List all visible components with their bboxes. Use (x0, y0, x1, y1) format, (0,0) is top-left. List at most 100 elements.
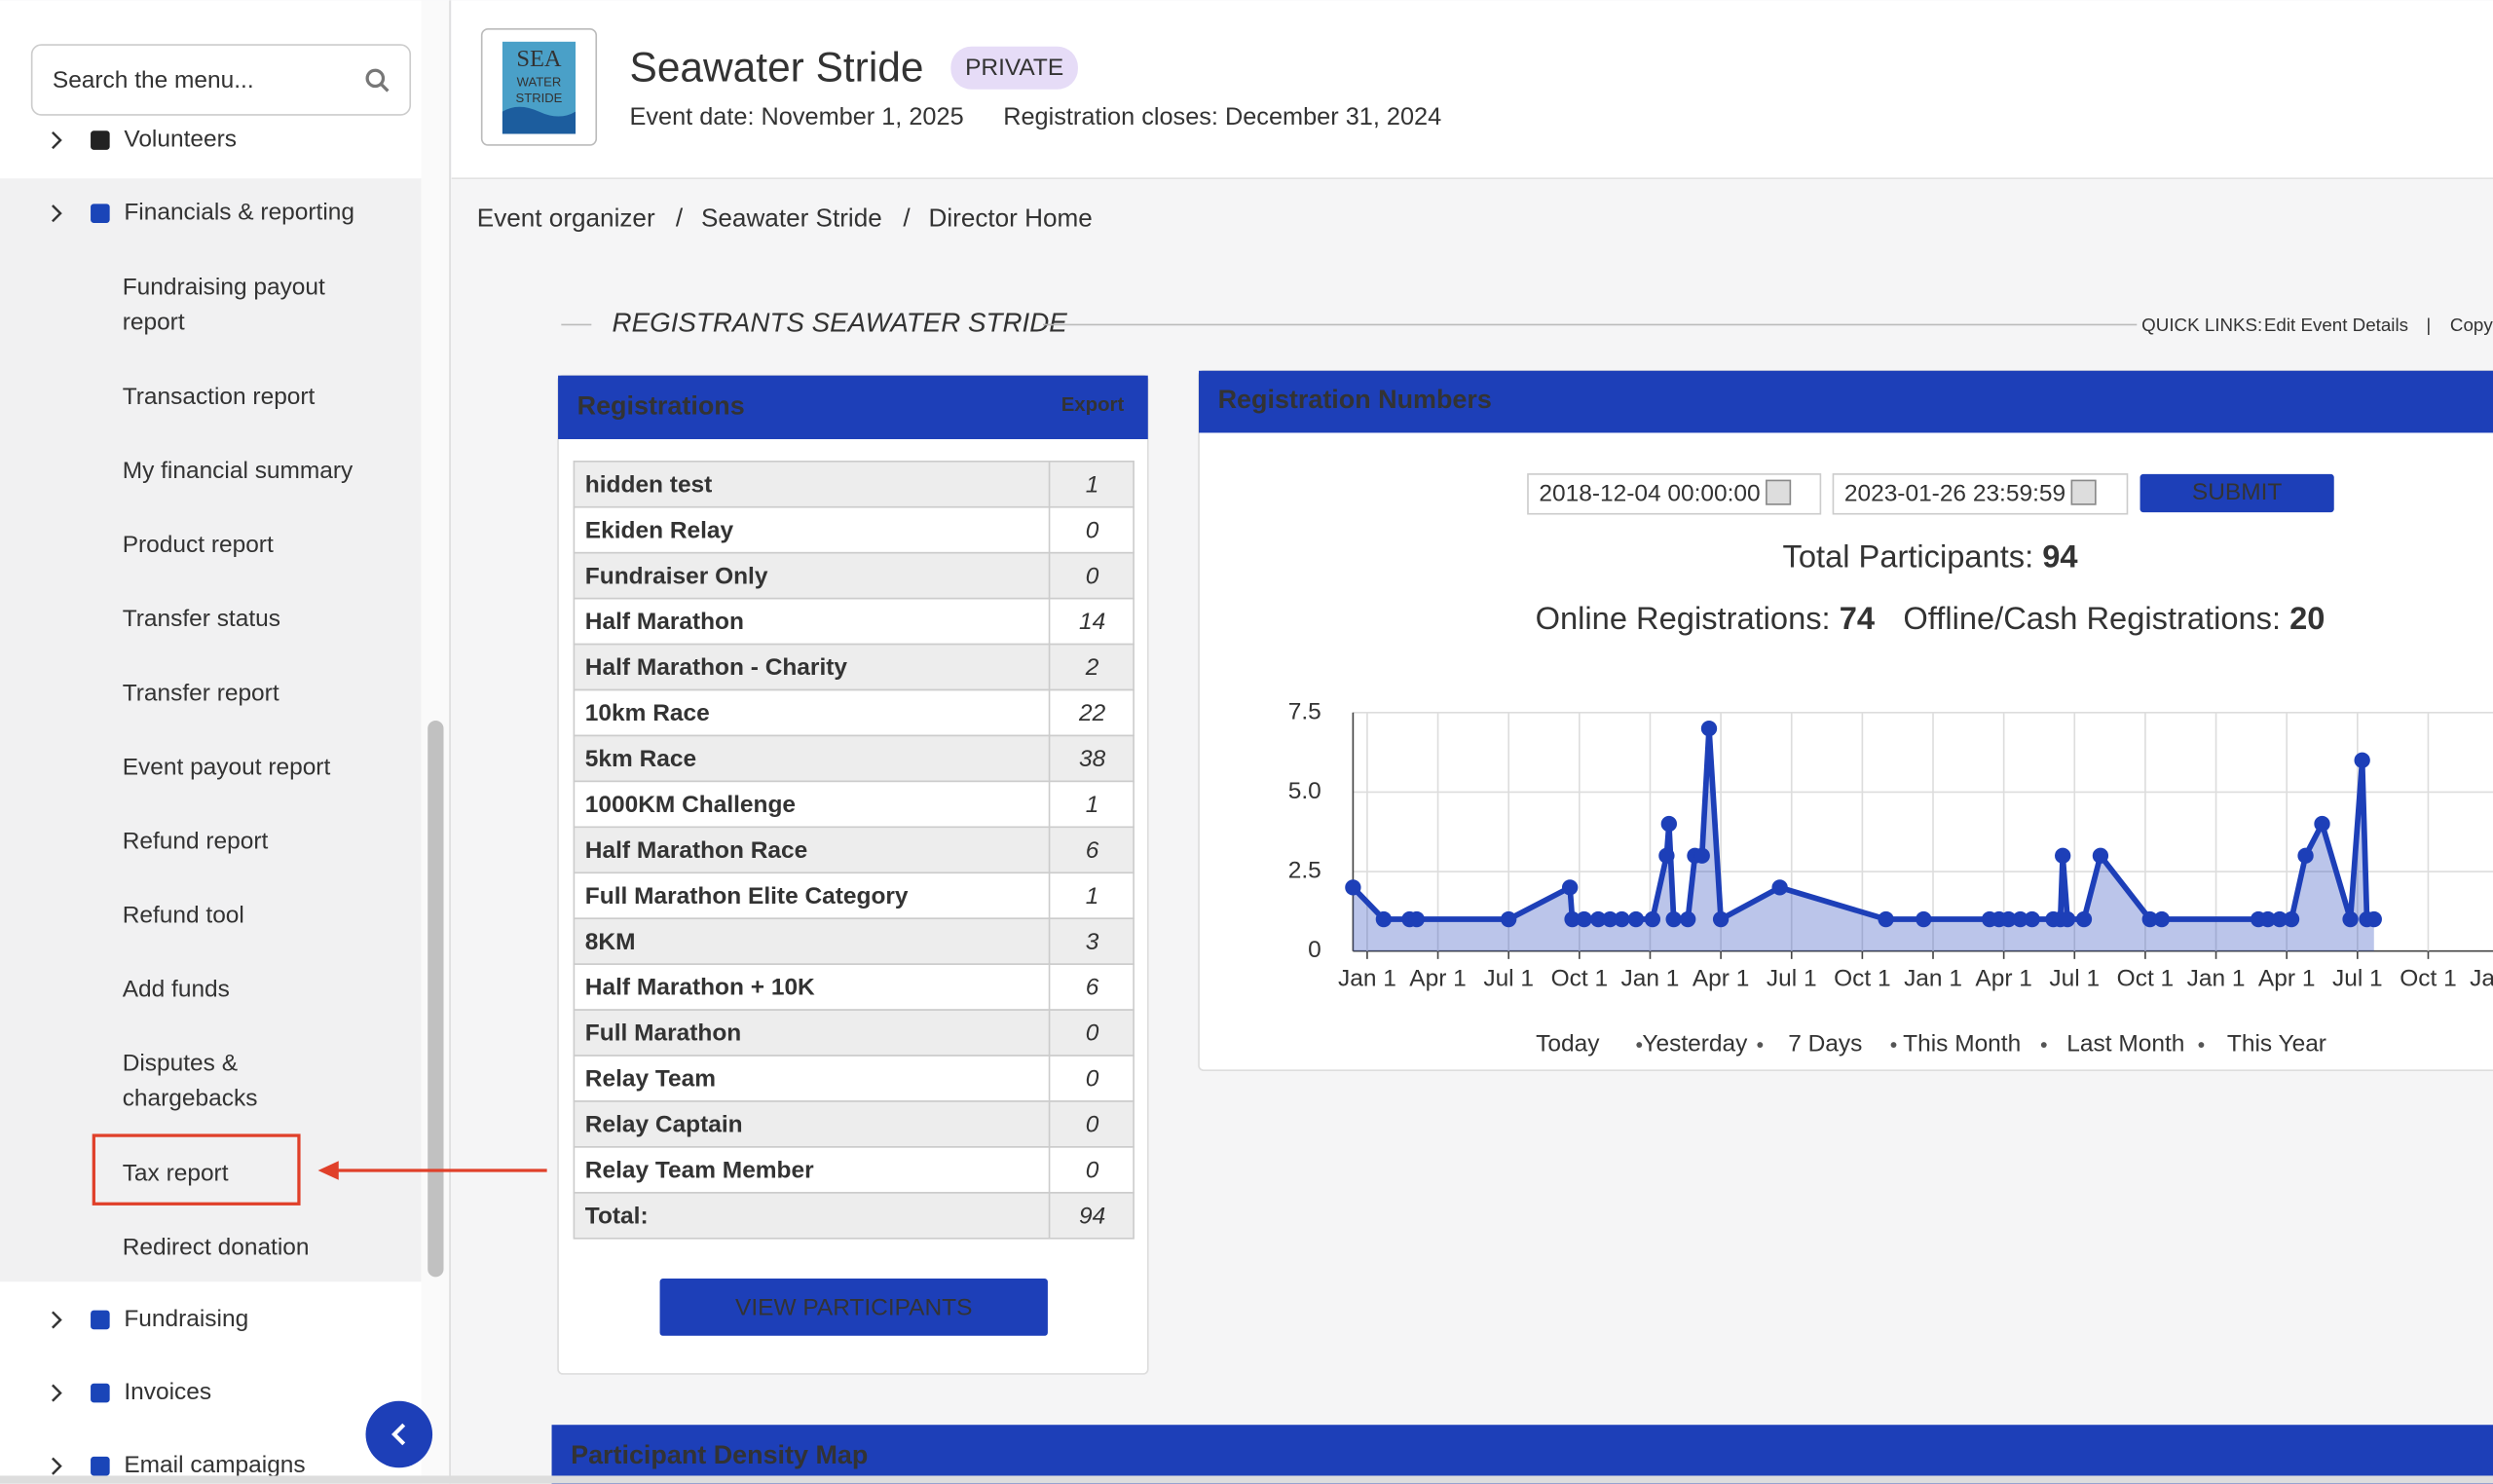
table-row (573, 1055, 1135, 1102)
bullet (1636, 1042, 1643, 1048)
point[interactable] (2075, 910, 2093, 928)
point[interactable] (1561, 879, 1579, 896)
point[interactable] (1771, 879, 1788, 896)
chevron[interactable] (52, 1457, 62, 1475)
submenu-item[interactable]: chargebacks (123, 1086, 258, 1112)
point[interactable] (2141, 910, 2158, 928)
export-link[interactable]: Export (1061, 394, 1125, 416)
range-link[interactable]: This Year (2227, 1030, 2326, 1057)
submenu-item[interactable]: Refund report (123, 828, 269, 854)
point[interactable] (2024, 910, 2040, 928)
row-label: Half Marathon (585, 609, 744, 635)
point[interactable] (1916, 910, 1932, 928)
submenu-item[interactable]: Redirect donation (123, 1234, 310, 1260)
x-tick-label: Jan 1 (1621, 966, 1680, 992)
point[interactable] (1564, 910, 1581, 928)
point[interactable] (2271, 910, 2288, 928)
point[interactable] (2000, 910, 2017, 928)
submit-button[interactable] (2140, 473, 2334, 513)
point[interactable] (2283, 910, 2300, 928)
point[interactable] (1375, 910, 1393, 928)
point[interactable] (2055, 847, 2071, 864)
view-participants-button[interactable] (659, 1279, 1048, 1336)
point[interactable] (2297, 847, 2314, 864)
point[interactable] (2354, 752, 2370, 768)
chevron[interactable] (52, 1311, 62, 1329)
range-link[interactable]: 7 Days (1788, 1030, 1862, 1057)
point[interactable] (1712, 910, 1730, 928)
scroll-thumb[interactable] (428, 720, 444, 1278)
table-row (573, 1100, 1135, 1148)
breadcrumb-sep: / (676, 204, 684, 233)
submenu-item[interactable]: Transfer report (123, 680, 279, 706)
point[interactable] (1680, 910, 1696, 928)
submenu-item[interactable]: Transfer status (123, 606, 280, 632)
breadcrumb-link[interactable]: Event organizer (477, 204, 655, 233)
point[interactable] (1345, 879, 1361, 896)
submenu-item[interactable]: Refund tool (123, 903, 244, 929)
menu-item[interactable]: Fundraising (124, 1306, 248, 1332)
search-box[interactable] (30, 44, 412, 116)
point[interactable] (2342, 910, 2359, 928)
point[interactable] (2012, 910, 2028, 928)
quick-link[interactable]: Edit Event Details (2264, 315, 2408, 335)
point[interactable] (2153, 910, 2171, 928)
row-label: Relay Captain (585, 1112, 743, 1138)
point[interactable] (1660, 815, 1677, 833)
table-row (573, 872, 1135, 920)
point[interactable] (1614, 910, 1630, 928)
point[interactable] (2314, 815, 2330, 833)
x-tick-label: Apr 1 (1693, 966, 1749, 992)
point[interactable] (1878, 910, 1894, 928)
point[interactable] (1576, 910, 1592, 928)
density-map-header (551, 1425, 2493, 1484)
submenu-item[interactable]: Event payout report (123, 754, 331, 780)
collapse-button[interactable] (365, 1400, 433, 1468)
chevron[interactable] (52, 204, 62, 223)
menu-item[interactable]: Email campaigns (124, 1452, 305, 1478)
point[interactable] (1693, 847, 1710, 864)
submenu-item[interactable]: Tax report (123, 1160, 229, 1186)
point[interactable] (1658, 847, 1675, 864)
calendar-icon[interactable] (1766, 479, 1792, 505)
menu-item[interactable]: Invoices (124, 1379, 211, 1405)
point[interactable] (2059, 910, 2076, 928)
point[interactable] (1700, 720, 1718, 737)
point[interactable] (1627, 910, 1645, 928)
row-label: Half Marathon Race (585, 837, 807, 864)
submenu-item[interactable]: Disputes & (123, 1051, 238, 1077)
chevron[interactable] (52, 1384, 62, 1402)
logo-wave (502, 106, 577, 134)
highlight-box (92, 1133, 301, 1206)
submenu-item[interactable]: Fundraising payout (123, 274, 325, 300)
point[interactable] (2259, 910, 2276, 928)
point[interactable] (1644, 910, 1661, 928)
chevron[interactable] (52, 131, 62, 150)
range-link[interactable]: Yesterday (1642, 1030, 1748, 1057)
point[interactable] (1501, 910, 1517, 928)
quick-link[interactable]: Copy (2450, 315, 2493, 335)
point[interactable] (1590, 910, 1607, 928)
range-link[interactable]: Today (1536, 1030, 1600, 1057)
range-link[interactable]: Last Month (2066, 1030, 2184, 1057)
submenu-item[interactable]: Add funds (123, 977, 230, 1003)
submenu-item[interactable]: Transaction report (123, 384, 316, 410)
submenu-item[interactable]: My financial summary (123, 458, 353, 484)
search-icon[interactable] (365, 68, 386, 89)
panel-header (558, 375, 1148, 439)
x-tick-label: Jul 1 (2049, 966, 2100, 992)
menu-item[interactable]: Volunteers (124, 127, 237, 153)
breadcrumb-link[interactable]: Seawater Stride (701, 204, 882, 233)
range-link[interactable]: This Month (1903, 1030, 2021, 1057)
point[interactable] (2365, 910, 2382, 928)
point[interactable] (1665, 910, 1682, 928)
point[interactable] (2092, 847, 2109, 864)
menu-item[interactable]: Financials & reporting (124, 200, 354, 226)
submenu-item[interactable]: report (123, 309, 185, 335)
point[interactable] (1602, 910, 1619, 928)
table-row (573, 780, 1135, 829)
point[interactable] (1408, 910, 1425, 928)
calendar-icon[interactable] (2070, 479, 2097, 505)
submenu-item[interactable]: Product report (123, 532, 274, 558)
